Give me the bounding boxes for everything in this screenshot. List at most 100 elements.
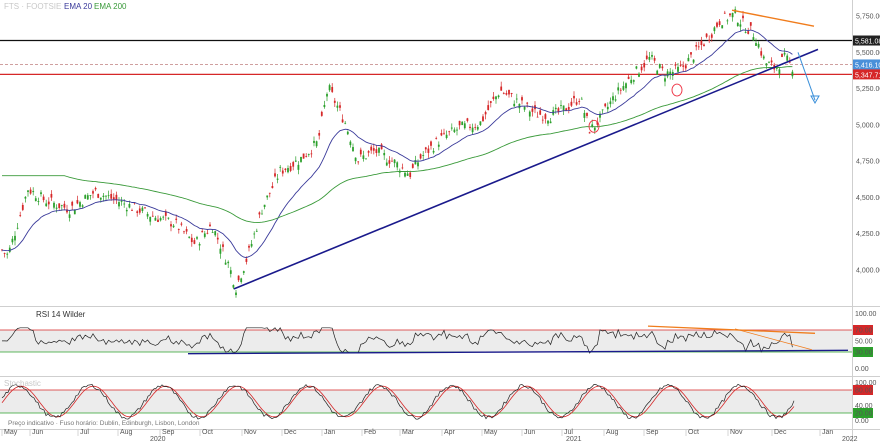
candle[interactable] [287,168,289,173]
candle[interactable] [723,12,726,14]
candle[interactable] [73,209,76,215]
candle[interactable] [263,204,266,207]
ema20-line[interactable] [1,29,793,259]
projection-arrow[interactable] [797,52,816,101]
candle[interactable] [224,262,227,265]
candle[interactable] [404,172,406,177]
candle[interactable] [422,155,425,156]
stoch-k-line[interactable] [1,383,795,420]
candle[interactable] [562,105,565,111]
candle[interactable] [479,121,482,125]
candle[interactable] [214,231,217,236]
rsi-secondary-trendline[interactable] [734,328,813,351]
candle[interactable] [409,172,412,178]
candle[interactable] [697,46,700,48]
support-trendline[interactable] [233,48,819,290]
candle[interactable] [367,151,370,153]
candle[interactable] [656,70,659,75]
ema200-legend[interactable]: EMA 200 [94,2,127,11]
candle[interactable] [788,61,791,63]
candle[interactable] [687,57,690,62]
candle[interactable] [242,271,245,273]
highlight-circle[interactable] [588,119,600,133]
candle[interactable] [115,194,118,200]
candle[interactable] [747,31,750,34]
candle[interactable] [164,211,167,216]
candle[interactable] [388,160,391,164]
candle[interactable] [547,120,549,124]
candle[interactable] [318,132,321,136]
candle[interactable] [180,223,183,225]
candle[interactable] [760,51,763,56]
candle[interactable] [591,124,594,127]
candle[interactable] [575,102,578,105]
candle[interactable] [515,98,518,100]
candle[interactable] [554,107,557,110]
candle[interactable] [518,103,521,109]
candle[interactable] [172,225,175,228]
candle[interactable] [604,103,607,107]
candle[interactable] [271,186,274,189]
candle[interactable] [133,202,136,204]
candle[interactable] [638,73,640,77]
candle[interactable] [297,164,300,170]
candle[interactable] [643,63,646,68]
candle[interactable] [315,141,318,147]
candle[interactable] [443,132,445,134]
rsi-line[interactable] [2,327,793,354]
candle[interactable] [151,215,154,217]
candle[interactable] [170,224,172,227]
candle[interactable] [580,98,583,100]
candle[interactable] [375,149,378,153]
resistance-trendline[interactable] [731,9,815,27]
candle[interactable] [742,15,744,19]
candle[interactable] [716,22,718,27]
candle[interactable] [432,150,435,153]
candle[interactable] [175,218,178,220]
candle[interactable] [42,196,45,201]
candle[interactable] [86,195,89,200]
candle[interactable] [632,80,635,82]
candle[interactable] [45,203,48,207]
candle[interactable] [362,155,365,159]
candle[interactable] [138,208,141,213]
candle[interactable] [266,195,269,198]
candle[interactable] [692,59,695,63]
candle[interactable] [677,66,679,72]
candle[interactable] [513,103,516,107]
rsi-legend[interactable]: RSI 14 Wilder [36,310,86,319]
candle[interactable] [396,162,399,168]
candle[interactable] [471,127,474,133]
candle[interactable] [695,45,698,47]
candle[interactable] [323,104,326,108]
candle[interactable] [625,83,627,89]
candle[interactable] [183,231,185,233]
candle[interactable] [245,258,248,262]
candle[interactable] [276,178,279,180]
candle[interactable] [352,147,354,152]
candle[interactable] [227,261,230,264]
candle[interactable] [235,292,237,296]
rsi-resistance-trendline[interactable] [647,325,816,334]
candle[interactable] [131,210,133,212]
candle[interactable] [617,87,620,91]
candle[interactable] [99,197,102,200]
candle[interactable] [783,52,786,55]
candle[interactable] [55,207,58,209]
candle[interactable] [731,12,734,18]
candle[interactable] [339,105,341,108]
candle[interactable] [357,161,360,163]
candle[interactable] [710,34,713,38]
candle[interactable] [97,193,100,198]
candle[interactable] [609,101,612,105]
candle[interactable] [437,144,440,147]
candle[interactable] [549,121,552,124]
candle[interactable] [622,86,625,90]
candle[interactable] [474,127,477,128]
candle[interactable] [448,131,451,133]
candle[interactable] [528,111,531,117]
candle[interactable] [383,153,386,156]
candle[interactable] [8,247,11,252]
candle[interactable] [3,252,6,254]
candle[interactable] [560,105,562,106]
